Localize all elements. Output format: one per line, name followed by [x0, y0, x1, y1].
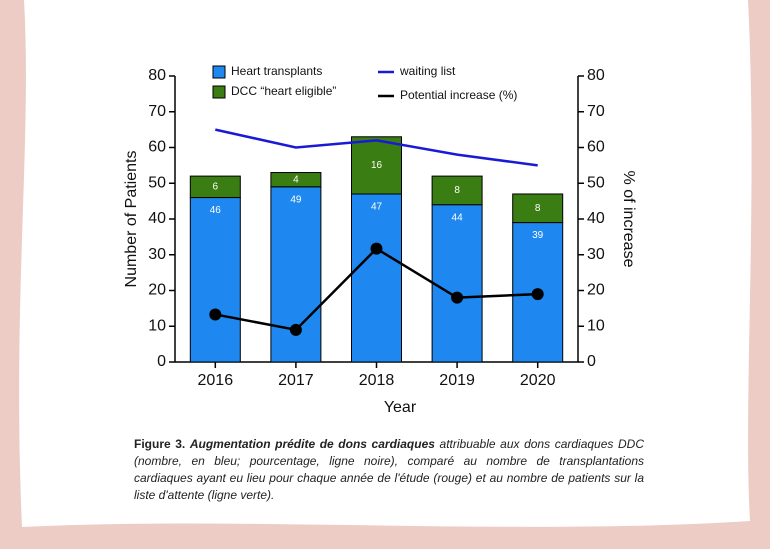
value-label: 8 [454, 185, 460, 196]
legend-label: waiting list [399, 64, 456, 78]
value-label: 39 [532, 230, 544, 241]
point [290, 324, 302, 336]
legend-label: Heart transplants [231, 64, 322, 78]
value-label: 49 [290, 194, 302, 205]
y2-tick-label: 20 [587, 282, 605, 299]
bar-segment [352, 194, 402, 362]
point [532, 288, 544, 300]
y-tick-label: 80 [148, 67, 166, 84]
x-tick-label: 2018 [359, 372, 395, 389]
y-tick-label: 70 [148, 103, 166, 120]
x-tick-label: 2017 [278, 372, 314, 389]
y-tick-label: 40 [148, 210, 166, 227]
y-tick-label: 0 [157, 353, 166, 370]
value-label: 4 [293, 174, 299, 185]
y2-tick-label: 80 [587, 67, 605, 84]
x-tick-label: 2019 [439, 372, 475, 389]
bar-segment [190, 198, 240, 362]
point [209, 308, 221, 320]
y-tick-label: 20 [148, 282, 166, 299]
y2-tick-label: 50 [587, 174, 605, 191]
value-label: 47 [371, 202, 383, 213]
y-tick-label: 60 [148, 139, 166, 156]
y2-tick-label: 60 [587, 139, 605, 156]
value-label: 8 [535, 203, 541, 214]
legend-swatch [213, 86, 225, 98]
point [371, 243, 383, 255]
y2-tick-label: 40 [587, 210, 605, 227]
caption-title: Augmentation prédite de dons cardiaques [190, 437, 435, 451]
point [451, 292, 463, 304]
x-tick-label: 2020 [520, 372, 556, 389]
page: Year Number of Patients % of increase 0 1… [0, 0, 770, 549]
y-tick-label: 10 [148, 317, 166, 334]
bar-segment [432, 205, 482, 362]
x-tick-label: 2016 [198, 372, 234, 389]
value-label: 6 [213, 181, 219, 192]
value-label: 44 [452, 212, 464, 223]
legend-label: DCC “heart eligible” [231, 84, 336, 98]
caption: Figure 3. Augmentation prédite de dons c… [134, 436, 644, 504]
y-axis-label: Number of Patients [123, 151, 140, 288]
y2-tick-label: 30 [587, 246, 605, 263]
legend-label: Potential increase (%) [400, 88, 517, 102]
y-tick-label: 50 [148, 174, 166, 191]
y2-axis-label: % of increase [620, 171, 637, 268]
y-tick-label: 30 [148, 246, 166, 263]
y2-tick-label: 70 [587, 103, 605, 120]
value-label: 16 [371, 160, 383, 171]
value-label: 46 [210, 205, 222, 216]
y2-tick-label: 10 [587, 317, 605, 334]
legend-swatch [213, 66, 225, 78]
y2-tick-label: 0 [587, 353, 596, 370]
x-axis-label: Year [384, 399, 417, 416]
caption-label: Figure 3. [134, 437, 185, 451]
